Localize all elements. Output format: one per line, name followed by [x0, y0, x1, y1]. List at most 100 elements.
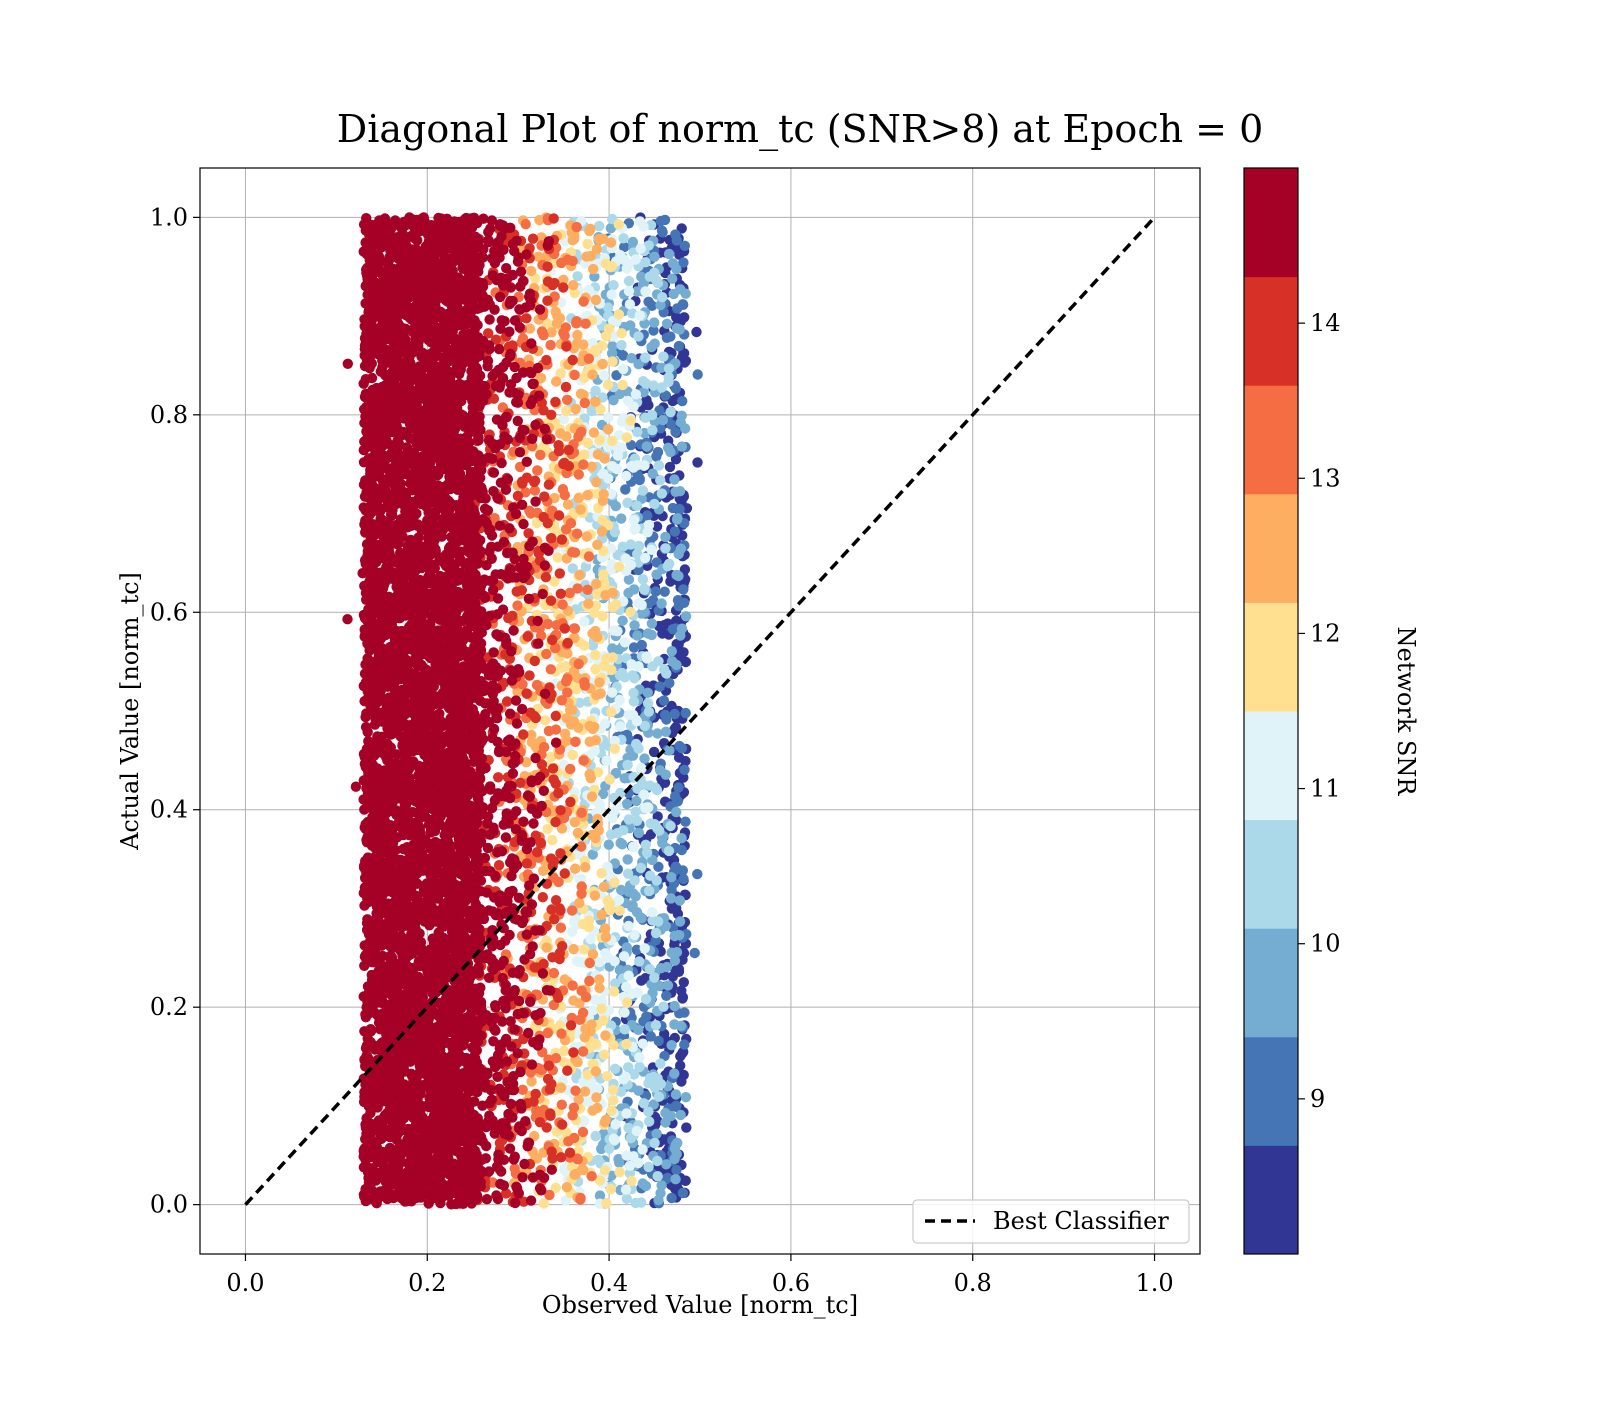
- scatter-point: [618, 825, 628, 835]
- scatter-point: [568, 1047, 578, 1057]
- scatter-point: [649, 252, 659, 262]
- scatter-point: [564, 445, 574, 455]
- scatter-point: [672, 514, 682, 524]
- scatter-point: [608, 1040, 618, 1050]
- scatter-point: [527, 379, 537, 389]
- scatter-point: [538, 892, 548, 902]
- scatter-point: [655, 765, 665, 775]
- scatter-point: [590, 746, 600, 756]
- scatter-point: [526, 399, 536, 409]
- scatter-point: [584, 551, 594, 561]
- scatter-point: [677, 411, 687, 421]
- scatter-point: [594, 974, 604, 984]
- scatter-point: [561, 341, 571, 351]
- scatter-point: [653, 1171, 663, 1181]
- scatter-point: [524, 594, 534, 604]
- scatter-point: [536, 838, 546, 848]
- scatter-point: [658, 351, 668, 361]
- scatter-point: [546, 533, 556, 543]
- scatter-point: [617, 668, 627, 678]
- scatter-point: [590, 833, 600, 843]
- scatter-point: [644, 1116, 654, 1126]
- scatter-point: [551, 895, 561, 905]
- scatter-point: [570, 864, 580, 874]
- points-layer: [342, 212, 703, 1209]
- scatter-point: [575, 1193, 585, 1203]
- scatter-point: [524, 670, 534, 680]
- scatter-point: [578, 1127, 588, 1137]
- scatter-point: [586, 773, 596, 783]
- scatter-point: [671, 1089, 681, 1099]
- scatter-point: [666, 1040, 676, 1050]
- scatter-point: [657, 382, 667, 392]
- scatter-point: [562, 1182, 572, 1192]
- scatter-point: [581, 251, 591, 261]
- scatter-point: [572, 330, 582, 340]
- scatter-point: [611, 501, 621, 511]
- scatter-point: [588, 264, 598, 274]
- scatter-point: [580, 398, 590, 408]
- scatter-point: [649, 499, 659, 509]
- scatter-point: [634, 598, 644, 608]
- scatter-point: [601, 1115, 611, 1125]
- scatter-point: [629, 584, 639, 594]
- scatter-point: [591, 1131, 601, 1141]
- scatter-point: [526, 338, 536, 348]
- scatter-point: [538, 866, 548, 876]
- scatter-point: [535, 1008, 545, 1018]
- scatter-point: [640, 286, 650, 296]
- scatter-point: [624, 710, 634, 720]
- scatter-point: [582, 531, 592, 541]
- scatter-point: [636, 863, 646, 873]
- scatter-point: [628, 462, 638, 472]
- scatter-point: [615, 906, 625, 916]
- scatter-point: [615, 838, 625, 848]
- scatter-point: [535, 304, 545, 314]
- scatter-point: [678, 299, 688, 309]
- scatter-point: [610, 956, 620, 966]
- scatter-point: [602, 1071, 612, 1081]
- scatter-point: [643, 1162, 653, 1172]
- scatter-point: [693, 369, 703, 379]
- scatter-point: [599, 882, 609, 892]
- scatter-point: [620, 1024, 630, 1034]
- scatter-point: [502, 696, 512, 706]
- scatter-point: [606, 829, 616, 839]
- scatter-point: [670, 229, 680, 239]
- scatter-point: [606, 1184, 616, 1194]
- scatter-point: [638, 1178, 648, 1188]
- scatter-point: [563, 1136, 573, 1146]
- scatter-point: [560, 490, 570, 500]
- scatter-point: [652, 1156, 662, 1166]
- scatter-point: [551, 376, 561, 386]
- scatter-point: [551, 779, 561, 789]
- scatter-point: [580, 862, 590, 872]
- scatter-point: [561, 406, 571, 416]
- scatter-point: [600, 1165, 610, 1175]
- scatter-point: [550, 817, 560, 827]
- scatter-point: [539, 1198, 549, 1208]
- scatter-point: [587, 791, 597, 801]
- scatter-point: [580, 680, 590, 690]
- scatter-point: [616, 340, 626, 350]
- scatter-point: [618, 233, 628, 243]
- scatter-point: [646, 1031, 656, 1041]
- scatter-point: [532, 680, 542, 690]
- scatter-point: [622, 942, 632, 952]
- scatter-point: [677, 441, 687, 451]
- scatter-point: [578, 459, 588, 469]
- scatter-point: [670, 1174, 680, 1184]
- scatter-point: [591, 1039, 601, 1049]
- scatter-point: [665, 331, 675, 341]
- scatter-point: [591, 1092, 601, 1102]
- scatter-point: [610, 1064, 620, 1074]
- scatter-point: [654, 1092, 664, 1102]
- scatter-point: [544, 480, 554, 490]
- scatter-point: [681, 708, 691, 718]
- scatter-point: [622, 760, 632, 770]
- scatter-point: [675, 895, 685, 905]
- scatter-point: [547, 1153, 557, 1163]
- scatter-point: [647, 425, 657, 435]
- scatter-point: [559, 330, 569, 340]
- scatter-point: [565, 797, 575, 807]
